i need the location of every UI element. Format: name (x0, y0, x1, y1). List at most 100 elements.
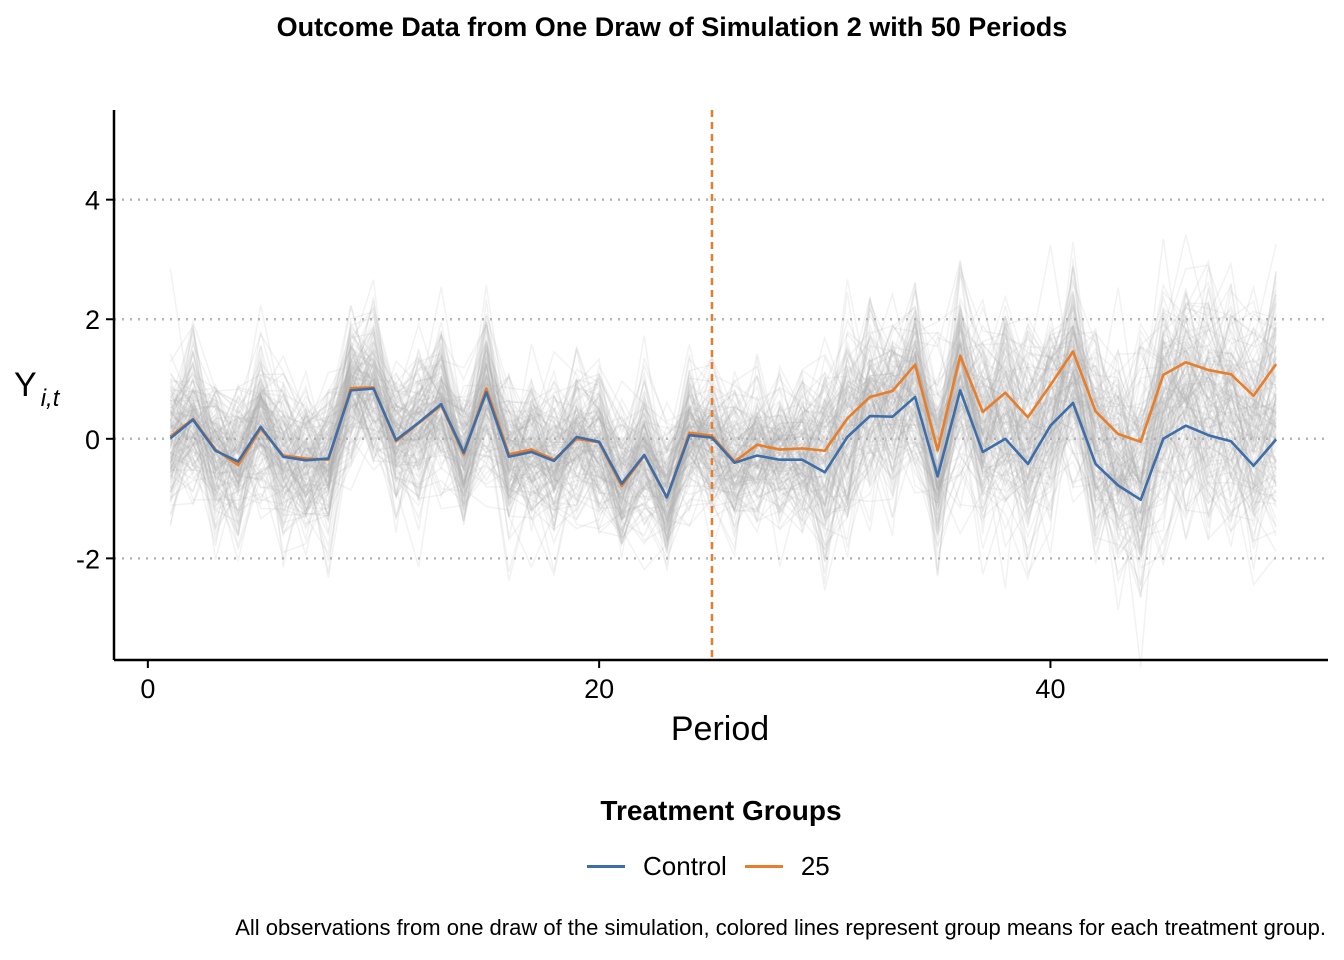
x-tick-label: 0 (140, 674, 155, 704)
observation-line (169, 329, 1277, 515)
observation-line (169, 327, 1277, 559)
observation-line (169, 310, 1277, 523)
observation-line (169, 265, 1277, 587)
observation-line (170, 350, 1277, 577)
observation-line (170, 341, 1277, 591)
observation-line (169, 260, 1277, 502)
observation-line (169, 294, 1277, 533)
observation-line (169, 266, 1277, 528)
observation-line (170, 351, 1277, 599)
observation-line (170, 324, 1277, 571)
observation-line (170, 305, 1277, 509)
observation-line (169, 305, 1277, 496)
chart-caption: All observations from one draw of the si… (235, 915, 1326, 940)
observation-line (169, 370, 1277, 521)
observation-line (169, 279, 1277, 523)
observation-line (169, 378, 1277, 576)
observation-line (170, 330, 1277, 521)
legend-label-control: Control (643, 850, 727, 881)
observation-line (169, 268, 1277, 544)
legend-title: Treatment Groups (600, 795, 842, 826)
observation-line (169, 324, 1277, 552)
observation-line (169, 332, 1277, 518)
observation-line (170, 318, 1277, 557)
observation-line (169, 308, 1277, 533)
observation-line (169, 343, 1277, 544)
y-tick-label: 2 (85, 305, 100, 335)
y-axis-label-main: Y (14, 366, 37, 404)
observation-line (169, 314, 1277, 535)
observation-line (170, 331, 1277, 518)
observation-line (169, 271, 1277, 498)
observation-line (169, 286, 1277, 537)
y-axis-label-subscript: i,t (41, 385, 61, 412)
observation-line (169, 329, 1277, 562)
observation-line (170, 332, 1277, 558)
observation-line (169, 241, 1277, 527)
observation-line (169, 282, 1277, 505)
observation-line (169, 321, 1277, 584)
observation-line (169, 343, 1277, 540)
legend-swatch-25 (744, 864, 783, 868)
observation-line (169, 356, 1277, 561)
observation-line (170, 314, 1277, 527)
observation-line (170, 371, 1277, 556)
observation-line (169, 322, 1277, 532)
observation-line (170, 303, 1277, 546)
chart-title: Outcome Data from One Draw of Simulation… (276, 12, 1068, 42)
legend: Control 25 (587, 848, 848, 884)
observation-line (170, 305, 1277, 562)
observation-line (169, 320, 1277, 551)
observation-line (169, 395, 1277, 587)
observation-line (169, 288, 1277, 542)
observation-line (169, 327, 1277, 571)
observation-line (169, 357, 1277, 558)
observation-line (169, 324, 1277, 589)
observation-line (169, 341, 1277, 574)
x-tick-label: 40 (1035, 674, 1065, 704)
observation-line (169, 330, 1277, 533)
observation-line (169, 331, 1277, 570)
observation-line (169, 343, 1277, 554)
group-mean-lines (169, 350, 1278, 502)
observation-line (169, 346, 1277, 556)
observation-line (169, 323, 1277, 536)
observation-line (169, 312, 1277, 514)
observation-line (169, 345, 1277, 611)
observation-line (169, 321, 1277, 533)
observation-line (170, 283, 1277, 518)
observation-line (169, 359, 1277, 595)
observation-line (169, 261, 1277, 522)
observation-line (169, 358, 1277, 556)
observation-line (169, 313, 1277, 493)
observation-line (169, 238, 1277, 523)
observation-line (169, 316, 1277, 531)
observation-line (169, 351, 1277, 531)
observation-line (170, 321, 1277, 537)
y-tick-label: 0 (85, 425, 100, 455)
observation-line (169, 283, 1277, 495)
observation-line (169, 264, 1277, 532)
observation-line (170, 295, 1277, 537)
observation-line (169, 313, 1277, 545)
observation-line (170, 234, 1277, 533)
observation-line (169, 306, 1277, 523)
observation-line (169, 270, 1277, 470)
observation-line (169, 359, 1277, 571)
legend-item-control: Control (587, 851, 727, 882)
observation-line (169, 371, 1277, 562)
observation-line (170, 275, 1277, 534)
observation-line (169, 318, 1277, 508)
observation-line (169, 304, 1277, 540)
x-axis-label: Period (671, 710, 769, 748)
observation-line (169, 279, 1277, 542)
observation-line (169, 297, 1277, 520)
observation-line (169, 351, 1277, 582)
observation-line (169, 323, 1277, 597)
observation-line (169, 348, 1277, 557)
observation-line (169, 345, 1277, 554)
observation-line (169, 323, 1277, 539)
observation-line (170, 301, 1277, 573)
observation-line (169, 281, 1277, 521)
